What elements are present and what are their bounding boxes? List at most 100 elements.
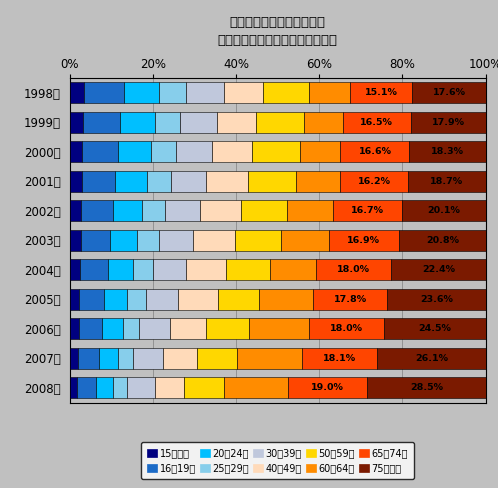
Bar <box>79 318 102 340</box>
Bar <box>70 377 77 399</box>
Bar <box>387 289 486 310</box>
Bar <box>146 171 171 192</box>
Bar <box>118 141 151 163</box>
Bar <box>78 348 99 369</box>
Text: 18.0%: 18.0% <box>330 325 363 333</box>
Bar <box>280 230 329 251</box>
Bar <box>118 348 133 369</box>
Text: 20.8%: 20.8% <box>426 236 459 245</box>
Text: 18.3%: 18.3% <box>431 147 464 156</box>
Text: 17.6%: 17.6% <box>432 88 466 97</box>
Bar <box>70 141 82 163</box>
Text: 17.9%: 17.9% <box>432 118 465 127</box>
Bar <box>153 259 186 281</box>
Legend: 15歳以下, 16〜19歳, 20〜24歳, 25〜29歳, 30〜39歳, 40〜49歳, 50〜59歳, 60〜64歳, 65〜74歳, 75歳以上: 15歳以下, 16〜19歳, 20〜24歳, 25〜29歳, 30〜39歳, 4… <box>141 442 414 479</box>
Bar <box>70 230 81 251</box>
Bar <box>224 82 263 103</box>
Bar <box>108 259 133 281</box>
Bar <box>82 171 116 192</box>
Bar <box>80 259 108 281</box>
Bar <box>151 141 176 163</box>
Bar <box>82 141 118 163</box>
Bar <box>412 82 486 103</box>
Bar <box>350 82 412 103</box>
Bar <box>133 348 163 369</box>
Bar <box>70 289 79 310</box>
Bar <box>304 112 343 133</box>
Bar <box>313 289 387 310</box>
Title: 年齢層別事故死亡者の推移
（全体に占める各年齢層の割合）: 年齢層別事故死亡者の推移 （全体に占める各年齢層の割合） <box>218 16 338 47</box>
Bar <box>171 171 206 192</box>
Bar <box>70 200 81 222</box>
Bar <box>70 82 84 103</box>
Bar <box>409 141 486 163</box>
Bar <box>227 259 269 281</box>
Bar <box>176 141 212 163</box>
Bar <box>124 82 159 103</box>
Bar <box>300 141 341 163</box>
Bar <box>249 318 309 340</box>
Text: 18.1%: 18.1% <box>323 354 356 363</box>
Bar <box>218 289 259 310</box>
Bar <box>242 200 287 222</box>
Bar <box>159 230 193 251</box>
Bar <box>252 141 300 163</box>
Bar <box>186 82 224 103</box>
Bar <box>113 377 127 399</box>
Bar <box>146 289 178 310</box>
Bar <box>269 259 316 281</box>
Bar <box>139 318 170 340</box>
Bar <box>302 348 377 369</box>
Bar <box>184 377 224 399</box>
Bar <box>154 112 180 133</box>
Text: 19.0%: 19.0% <box>311 384 344 392</box>
Text: 24.5%: 24.5% <box>418 325 451 333</box>
Bar <box>333 200 402 222</box>
Bar <box>70 318 79 340</box>
Bar <box>316 259 391 281</box>
Bar <box>248 171 295 192</box>
Bar <box>287 200 333 222</box>
Bar <box>256 112 304 133</box>
Bar <box>116 171 146 192</box>
Bar <box>408 171 486 192</box>
Bar <box>77 377 96 399</box>
Text: 20.1%: 20.1% <box>427 206 460 215</box>
Bar <box>84 82 124 103</box>
Bar <box>155 377 184 399</box>
Bar <box>193 230 235 251</box>
Text: 16.9%: 16.9% <box>348 236 380 245</box>
Bar <box>79 289 104 310</box>
Bar <box>123 318 139 340</box>
Bar <box>70 348 78 369</box>
Bar <box>141 200 164 222</box>
Bar <box>343 112 411 133</box>
Text: 16.5%: 16.5% <box>361 118 393 127</box>
Bar <box>200 200 242 222</box>
Bar <box>377 348 486 369</box>
Bar <box>70 112 83 133</box>
Bar <box>206 318 249 340</box>
Bar <box>83 112 121 133</box>
Bar <box>186 259 227 281</box>
Bar <box>104 289 127 310</box>
Text: 16.2%: 16.2% <box>358 177 390 186</box>
Bar <box>137 230 159 251</box>
Bar <box>399 230 486 251</box>
Bar <box>341 141 409 163</box>
Bar <box>383 318 486 340</box>
Text: 28.5%: 28.5% <box>410 384 443 392</box>
Bar <box>170 318 206 340</box>
Bar <box>212 141 252 163</box>
Bar <box>164 200 200 222</box>
Bar <box>367 377 486 399</box>
Bar <box>217 112 256 133</box>
Bar <box>163 348 197 369</box>
Text: 15.1%: 15.1% <box>365 88 397 97</box>
Text: 16.6%: 16.6% <box>359 147 391 156</box>
Bar <box>341 171 408 192</box>
Bar <box>295 171 341 192</box>
Bar <box>206 171 248 192</box>
Bar <box>259 289 313 310</box>
Bar <box>224 377 288 399</box>
